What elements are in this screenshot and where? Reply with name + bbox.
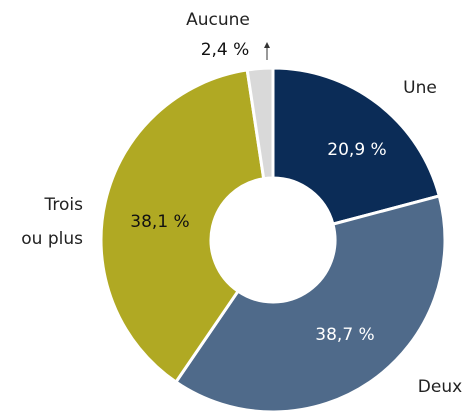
category-label: Une [403, 78, 437, 98]
category-label: Aucune [186, 10, 250, 30]
value-label: 38,7 % [315, 325, 374, 345]
slice [99, 68, 266, 385]
category-label: Trois ou plus [21, 195, 83, 249]
slice [271, 66, 442, 226]
category-label: Deux [418, 377, 462, 397]
value-label: 38,1 % [130, 212, 189, 232]
value-label: 20,9 % [327, 140, 386, 160]
slice [245, 66, 275, 181]
leader-arrow [264, 42, 270, 48]
value-label: 2,4 % [201, 40, 250, 60]
slice [173, 194, 447, 412]
